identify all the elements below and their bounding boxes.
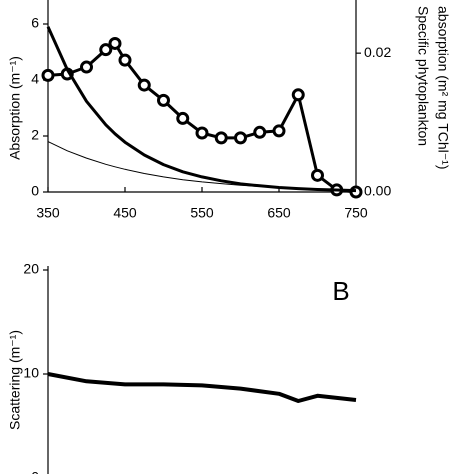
data-line: [47, 41, 357, 194]
data-point: [349, 185, 363, 199]
y2-axis-label-group: Specific phytoplankton absorption (m² mg …: [415, 6, 451, 170]
y-tick-label: 6: [31, 15, 39, 31]
data-point: [80, 60, 93, 74]
y-tick-label: 20: [23, 261, 39, 277]
data-point: [291, 88, 305, 102]
x-tick-label: 750: [344, 205, 368, 221]
y-tick-label: 4: [31, 71, 39, 87]
y-axis-label: Absorption (m⁻¹): [7, 56, 23, 160]
y2-tick-label: 0.02: [364, 44, 391, 60]
y-tick-label: 0: [31, 469, 39, 474]
data-point: [137, 78, 151, 92]
data-point: [41, 68, 55, 82]
x-tick-label: 550: [190, 205, 214, 221]
y-tick-label: 2: [31, 127, 39, 143]
y-tick-label: 0: [31, 183, 39, 199]
data-point: [108, 36, 122, 50]
data-point: [234, 131, 247, 145]
data-point: [157, 93, 170, 107]
y-tick-label: 10: [23, 365, 39, 381]
data-point: [99, 43, 113, 57]
y2-axis-label: Specific phytoplankton: [415, 6, 431, 146]
x-tick-label: 350: [36, 205, 60, 221]
data-line: [46, 26, 357, 193]
data-point: [311, 168, 324, 182]
data-point: [214, 131, 228, 145]
y2-tick-label: 0.00: [364, 183, 391, 199]
x-tick-label: 450: [113, 205, 137, 221]
y2-axis-label: absorption (m² mg TChl⁻¹): [435, 6, 451, 170]
data-line: [47, 372, 357, 403]
panel-label: B: [332, 276, 349, 306]
data-point: [272, 124, 286, 138]
data-point: [253, 125, 267, 139]
data-point: [118, 53, 132, 67]
y-axis-label: Scattering (m⁻¹): [7, 330, 23, 430]
data-point: [176, 111, 190, 125]
data-point: [195, 126, 209, 140]
data-line: [47, 141, 357, 191]
x-tick-label: 650: [267, 205, 291, 221]
